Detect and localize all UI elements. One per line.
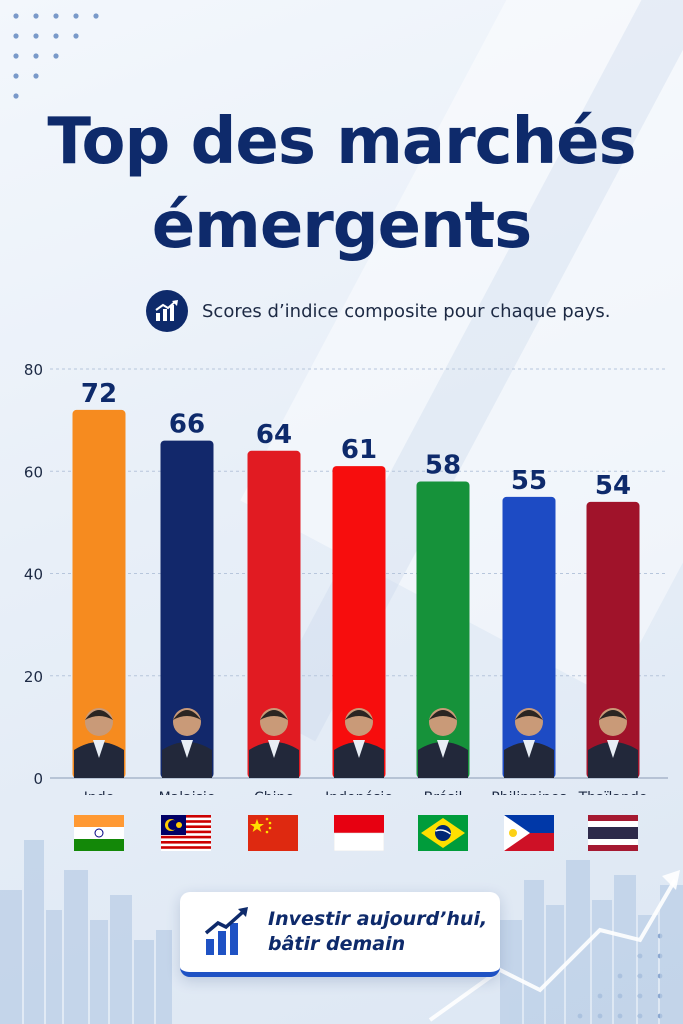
bar [332, 466, 386, 778]
category-label: Philippines [491, 790, 566, 795]
rising-bar-chart-icon [204, 907, 248, 955]
subtitle-row: Scores d’indice composite pour chaque pa… [146, 290, 610, 332]
portrait-leader-icon [588, 708, 638, 778]
page-title: Top des marchés émergents [47, 105, 636, 263]
cta-banner: Investir aujourd’hui, bâtir demain [180, 892, 500, 977]
category-label: Inde [84, 790, 115, 795]
flag-brazil-icon [418, 815, 468, 851]
y-tick-label: 80 [24, 361, 43, 379]
category-label: Thaïlande [578, 790, 648, 795]
data-label: 55 [511, 466, 547, 496]
flag-malaysia-icon [161, 815, 211, 851]
rising-chart-icon [146, 290, 188, 332]
data-label: 66 [169, 410, 205, 440]
portrait-leader-icon [162, 708, 212, 778]
data-label: 72 [81, 379, 117, 409]
y-tick-label: 40 [24, 566, 43, 584]
portrait-leader-icon [249, 708, 299, 778]
bar [416, 481, 470, 778]
portrait-leader-icon [418, 708, 468, 778]
portrait-leader-icon [334, 708, 384, 778]
category-label: Malaisie [159, 790, 216, 795]
y-tick-label: 60 [24, 463, 43, 481]
y-tick-label: 0 [33, 770, 43, 788]
cta-line-2: bâtir demain [268, 933, 406, 955]
data-label: 54 [595, 471, 631, 501]
flag-thailand-icon [588, 815, 638, 851]
bar [247, 450, 301, 778]
flag-china-icon [248, 815, 298, 851]
portrait-leader-icon [504, 708, 554, 778]
bar [502, 496, 556, 778]
decorative-dots [13, 13, 99, 99]
city-skyline-illustration [0, 840, 683, 1024]
flag-philippines-icon [504, 815, 554, 851]
cta-line-1: Investir aujourd’hui, [268, 908, 488, 930]
chart-subtitle: Scores d’indice composite pour chaque pa… [202, 300, 611, 322]
cta-text: Investir aujourd’hui, bâtir demain [268, 907, 488, 957]
category-label: Indonésie [325, 790, 393, 795]
bar [72, 409, 126, 778]
data-label: 58 [425, 450, 461, 480]
bar-chart: 0 20 40 60 80 72 Inde 66 Malaisie 64 Chine 61 Indoné… [24, 361, 668, 795]
data-label: 61 [341, 435, 377, 465]
flag-indonesia-icon [334, 815, 384, 851]
y-tick-label: 20 [24, 668, 43, 686]
bar [586, 501, 640, 778]
category-label: Chine [254, 790, 294, 795]
portrait-leader-icon [74, 708, 124, 778]
category-label: Brésil [424, 790, 463, 795]
flag-india-icon [74, 815, 124, 851]
data-label: 64 [256, 420, 292, 450]
bar [160, 440, 214, 778]
